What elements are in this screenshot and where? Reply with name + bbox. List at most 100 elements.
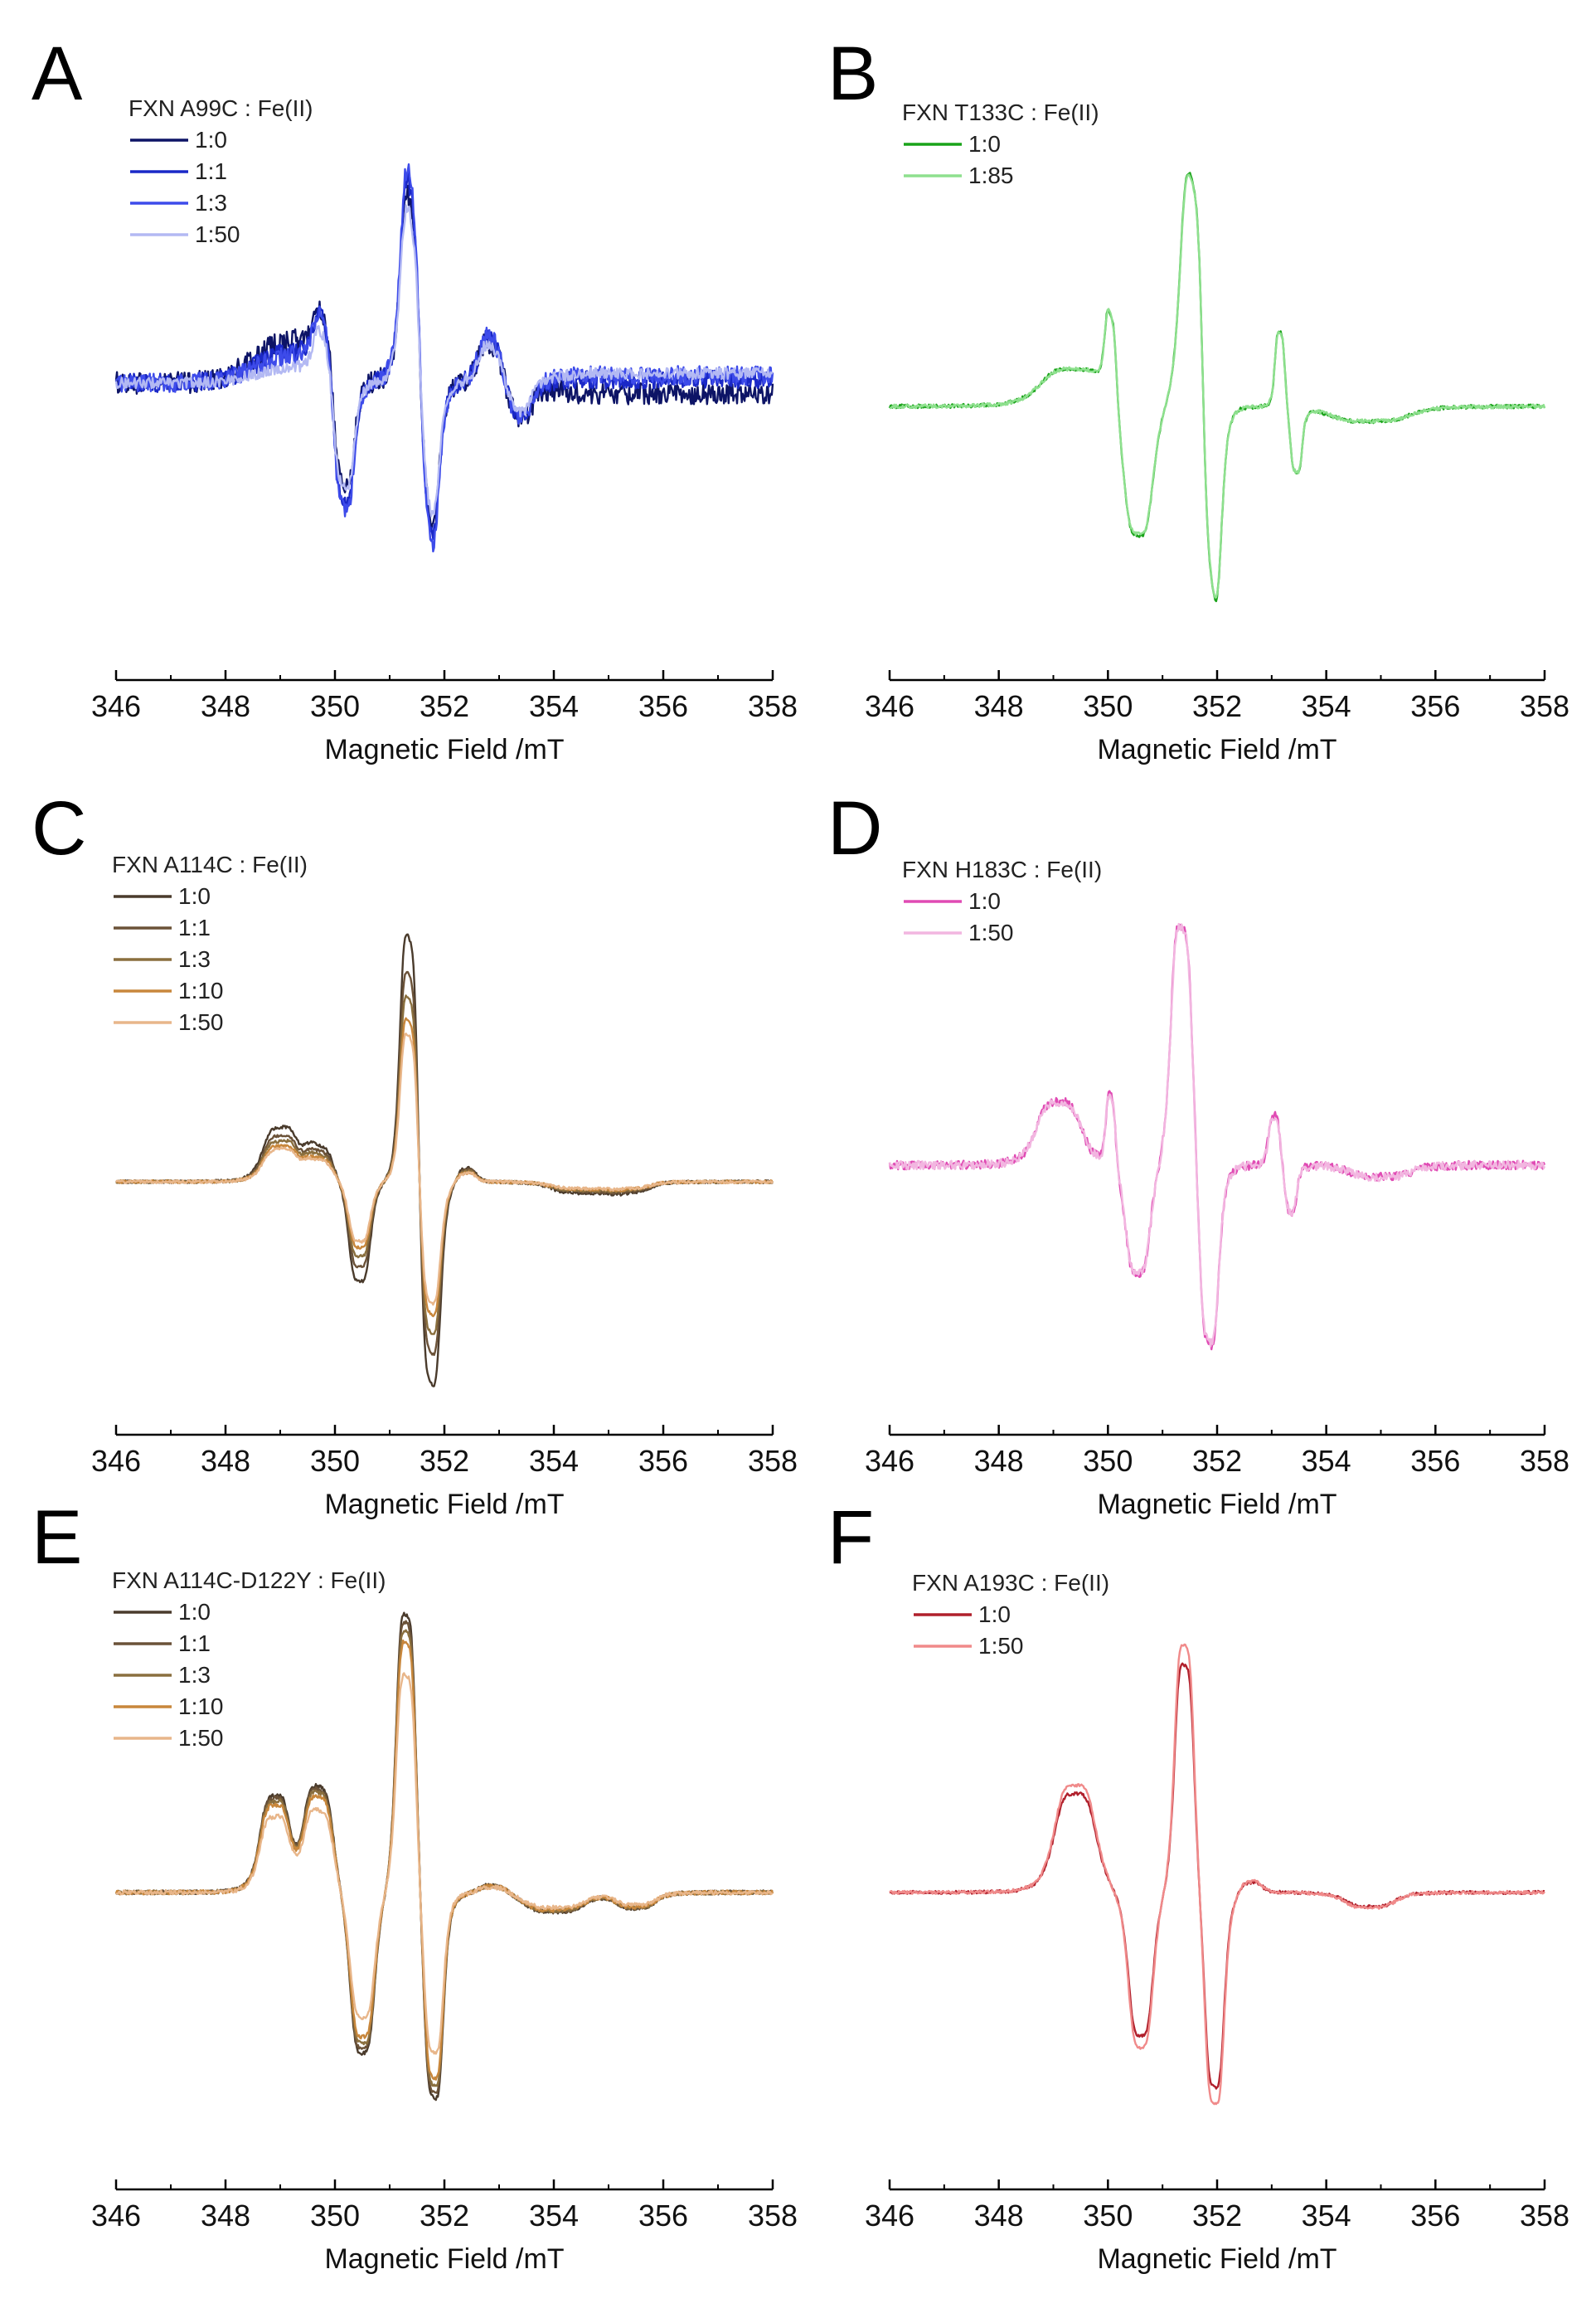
series-line-1-50 bbox=[889, 1643, 1545, 2106]
x-tick-label: 356 bbox=[1410, 1444, 1460, 1478]
panel-e: E 346 348 350 352 354 356 358 Magnetic Field /mT… bbox=[32, 1495, 798, 2275]
panel-b: B 346 348 350 352 354 356 358 Magnetic Field /mT… bbox=[827, 32, 1569, 765]
legend-entry: 1:3 bbox=[178, 1662, 211, 1688]
x-tick-label: 346 bbox=[91, 2199, 141, 2233]
legend-entry: 1:0 bbox=[178, 883, 211, 909]
panel-letter: A bbox=[32, 32, 83, 116]
x-tick-label: 350 bbox=[310, 2199, 360, 2233]
legend-entry: 1:10 bbox=[178, 978, 224, 1003]
legend: FXN A114C : Fe(II) 1:0 1:1 1:3 1:10 1:50 bbox=[112, 852, 308, 1035]
legend-title: FXN A99C : Fe(II) bbox=[129, 95, 313, 121]
legend-entry: 1:50 bbox=[178, 1725, 224, 1751]
panel-c: C 346 348 350 352 354 356 358 Magnetic Field /mT… bbox=[32, 786, 798, 1520]
x-tick-label: 352 bbox=[1192, 689, 1242, 723]
legend-entry: 1:0 bbox=[968, 131, 1001, 157]
x-tick-label: 348 bbox=[201, 689, 250, 723]
x-tick-label: 356 bbox=[638, 689, 688, 723]
x-tick-label: 352 bbox=[420, 689, 469, 723]
x-tick-label: 354 bbox=[529, 1444, 579, 1478]
x-tick-label: 346 bbox=[865, 2199, 914, 2233]
x-tick-label: 350 bbox=[1083, 1444, 1133, 1478]
legend-entry: 1:85 bbox=[968, 163, 1014, 188]
x-tick-label: 354 bbox=[1302, 689, 1351, 723]
x-tick-label: 356 bbox=[638, 2199, 688, 2233]
x-tick-label: 358 bbox=[1520, 2199, 1569, 2233]
x-tick-label: 354 bbox=[1302, 1444, 1351, 1478]
legend: FXN A114C-D122Y : Fe(II) 1:0 1:1 1:3 1:10 1:5… bbox=[112, 1567, 386, 1751]
x-tick-label: 356 bbox=[1410, 689, 1460, 723]
x-tick-label: 346 bbox=[91, 1444, 141, 1478]
x-axis-label: Magnetic Field /mT bbox=[1097, 734, 1336, 765]
x-tick-label: 348 bbox=[201, 2199, 250, 2233]
panel-letter: B bbox=[827, 32, 878, 116]
x-axis-label: Magnetic Field /mT bbox=[1097, 2243, 1336, 2275]
panel-letter: C bbox=[32, 786, 86, 871]
series-line-1-3 bbox=[115, 163, 774, 553]
x-tick-label: 354 bbox=[529, 689, 579, 723]
legend: FXN H183C : Fe(II) 1:0 1:50 bbox=[902, 857, 1102, 945]
x-tick-label: 348 bbox=[201, 1444, 250, 1478]
x-tick-label: 346 bbox=[91, 689, 141, 723]
x-tick-label: 348 bbox=[974, 2199, 1024, 2233]
x-tick-label: 352 bbox=[420, 1444, 469, 1478]
panel-letter: D bbox=[827, 786, 882, 871]
x-tick-label: 356 bbox=[638, 1444, 688, 1478]
x-tick-label: 352 bbox=[420, 2199, 469, 2233]
series-line-1-50 bbox=[888, 922, 1546, 1348]
x-tick-label: 350 bbox=[310, 689, 360, 723]
x-tick-label: 354 bbox=[529, 2199, 579, 2233]
x-tick-label: 346 bbox=[865, 689, 914, 723]
legend-entry: 1:10 bbox=[178, 1693, 224, 1719]
legend-entry: 1:0 bbox=[195, 127, 227, 153]
x-tick-label: 352 bbox=[1192, 2199, 1242, 2233]
series-line-1-50 bbox=[115, 1033, 774, 1306]
x-axis-label: Magnetic Field /mT bbox=[324, 2243, 564, 2275]
legend: FXN A193C : Fe(II) 1:0 1:50 bbox=[912, 1570, 1109, 1659]
x-tick-label: 346 bbox=[865, 1444, 914, 1478]
x-tick-label: 350 bbox=[1083, 2199, 1133, 2233]
legend-title: FXN T133C : Fe(II) bbox=[902, 100, 1099, 125]
x-tick-label: 350 bbox=[1083, 689, 1133, 723]
legend-title: FXN A114C : Fe(II) bbox=[112, 852, 308, 877]
x-tick-label: 358 bbox=[748, 2199, 798, 2233]
panel-a: A 346 348 350 352 354 356 358 Magnetic Field /mT… bbox=[32, 32, 798, 765]
legend-entry: 1:0 bbox=[978, 1601, 1011, 1627]
legend-entry: 1:3 bbox=[178, 946, 211, 972]
x-tick-label: 356 bbox=[1410, 2199, 1460, 2233]
legend-entry: 1:50 bbox=[178, 1009, 224, 1035]
x-tick-label: 358 bbox=[1520, 1444, 1569, 1478]
panel-f: F 346 348 350 352 354 356 358 Magnetic Field /mT… bbox=[827, 1495, 1569, 2275]
legend-entry: 1:0 bbox=[968, 888, 1001, 914]
legend-entry: 1:1 bbox=[195, 158, 227, 184]
series-line-1-50 bbox=[114, 204, 774, 517]
x-tick-label: 352 bbox=[1192, 1444, 1242, 1478]
legend-entry: 1:50 bbox=[968, 920, 1014, 945]
series-line-1-50 bbox=[115, 1672, 774, 2055]
series-line-1-85 bbox=[889, 173, 1546, 599]
x-axis-label: Magnetic Field /mT bbox=[324, 1489, 564, 1520]
panel-letter: F bbox=[827, 1495, 874, 1580]
legend-entry: 1:0 bbox=[178, 1599, 211, 1625]
legend-title: FXN H183C : Fe(II) bbox=[902, 857, 1102, 882]
x-tick-label: 354 bbox=[1302, 2199, 1351, 2233]
panel-d: D 346 348 350 352 354 356 358 Magnetic Field /mT… bbox=[827, 786, 1569, 1520]
legend-title: FXN A193C : Fe(II) bbox=[912, 1570, 1109, 1596]
x-tick-label: 348 bbox=[974, 1444, 1024, 1478]
legend-entry: 1:50 bbox=[195, 221, 240, 247]
legend-entry: 1:1 bbox=[178, 1630, 211, 1656]
legend-title: FXN A114C-D122Y : Fe(II) bbox=[112, 1567, 386, 1593]
legend-entry: 1:1 bbox=[178, 915, 211, 940]
legend: FXN T133C : Fe(II) 1:0 1:85 bbox=[902, 100, 1099, 188]
x-tick-label: 348 bbox=[974, 689, 1024, 723]
panel-letter: E bbox=[32, 1495, 82, 1580]
legend-entry: 1:3 bbox=[195, 190, 227, 216]
x-tick-label: 358 bbox=[748, 689, 798, 723]
legend: FXN A99C : Fe(II) 1:0 1:1 1:3 1:50 bbox=[129, 95, 313, 247]
legend-entry: 1:50 bbox=[978, 1633, 1024, 1659]
x-tick-label: 350 bbox=[310, 1444, 360, 1478]
x-axis-label: Magnetic Field /mT bbox=[324, 734, 564, 765]
x-axis-label: Magnetic Field /mT bbox=[1097, 1489, 1336, 1520]
x-tick-label: 358 bbox=[748, 1444, 798, 1478]
x-tick-label: 358 bbox=[1520, 689, 1569, 723]
